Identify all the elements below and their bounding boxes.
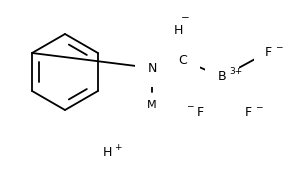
Text: F: F (196, 106, 204, 119)
Text: C: C (179, 54, 187, 67)
Text: H: H (102, 145, 112, 158)
Text: −: − (187, 101, 194, 111)
Text: M: M (147, 100, 157, 110)
Text: H: H (173, 23, 183, 36)
Text: −: − (255, 103, 262, 111)
Text: −: − (275, 43, 282, 51)
Text: −: − (181, 13, 189, 23)
Text: B: B (218, 70, 226, 83)
Text: F: F (265, 46, 271, 59)
Text: N: N (147, 62, 157, 75)
Text: F: F (245, 106, 251, 119)
Text: 3+: 3+ (229, 67, 242, 77)
Text: +: + (114, 143, 122, 151)
